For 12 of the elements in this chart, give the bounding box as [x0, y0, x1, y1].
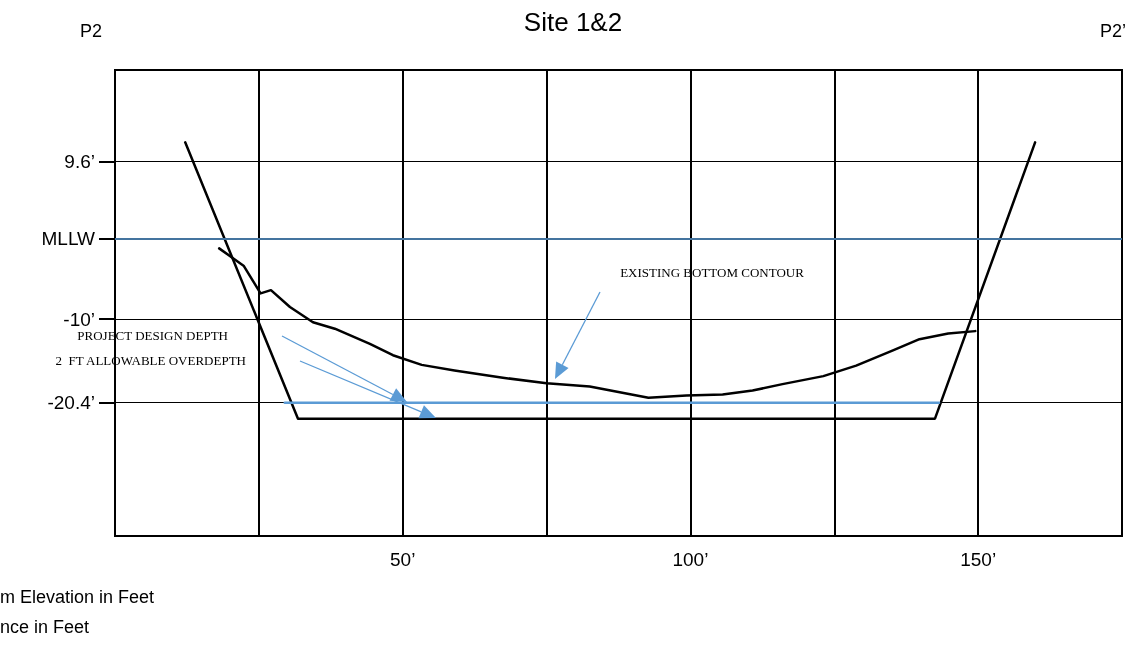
y-tick-label: -10’: [63, 308, 95, 330]
text: nce in Feet: [0, 617, 90, 637]
text: P2’: [1100, 21, 1127, 41]
x-tick-label: 100’: [672, 549, 709, 570]
text: P2: [80, 21, 103, 41]
y-tick-label: -20.4’: [47, 392, 95, 414]
chart-title: Site 1&2: [523, 7, 623, 37]
x-tick-label: 150’: [960, 549, 997, 570]
x-tick-label: 50’: [390, 549, 416, 570]
y-tick-label: MLLW: [41, 228, 96, 250]
text: m Elevation in Feet: [0, 587, 155, 607]
y-tick-label: 9.6’: [64, 151, 95, 173]
